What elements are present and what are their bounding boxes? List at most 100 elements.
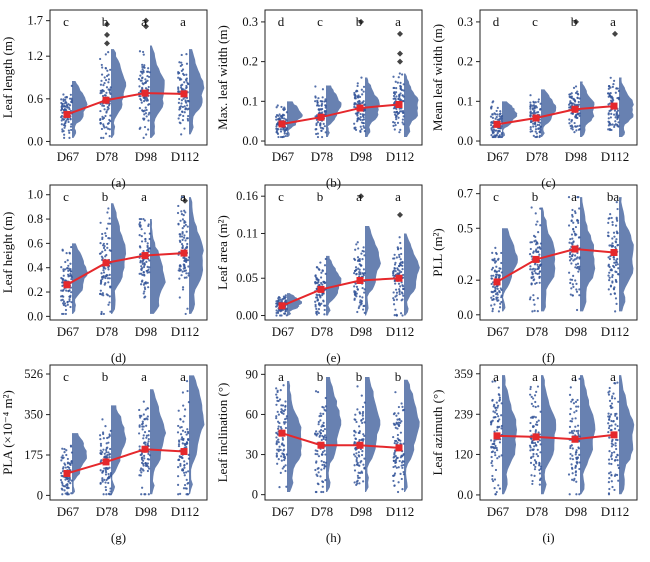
density-shape-D78	[541, 375, 557, 495]
data-point	[534, 235, 537, 238]
data-point	[575, 493, 578, 496]
data-point	[139, 253, 142, 256]
data-point	[143, 431, 147, 434]
data-point	[356, 474, 359, 477]
data-point	[63, 448, 66, 451]
data-point	[615, 259, 618, 262]
data-point	[141, 486, 144, 489]
y-axis-label: Leaf inclination (°)	[215, 383, 230, 483]
data-point	[106, 69, 109, 72]
data-point	[61, 488, 64, 491]
data-point	[609, 76, 612, 79]
data-point	[178, 277, 181, 280]
data-point	[574, 425, 577, 428]
data-point	[108, 434, 111, 437]
data-point	[70, 84, 73, 88]
data-point	[70, 492, 73, 495]
data-point	[354, 413, 357, 416]
data-point	[609, 293, 612, 296]
data-point	[402, 273, 405, 277]
x-tick-label: D98	[350, 149, 372, 164]
density-shape-D112	[404, 379, 420, 492]
panel-caption: (g)	[111, 530, 126, 545]
data-point	[353, 291, 356, 294]
data-point	[277, 450, 280, 453]
data-point	[320, 453, 324, 456]
data-point	[578, 265, 581, 268]
x-tick-label: D98	[350, 324, 372, 339]
data-point	[145, 260, 148, 264]
data-point	[324, 109, 328, 113]
data-point	[278, 486, 281, 489]
data-point	[177, 409, 180, 412]
data-point	[575, 308, 579, 312]
panel-caption: (d)	[111, 350, 126, 365]
data-point	[500, 261, 503, 265]
data-point	[398, 293, 401, 296]
data-point	[102, 83, 105, 87]
data-point	[178, 108, 181, 111]
density-shape-D67	[72, 243, 89, 314]
data-point	[105, 450, 108, 454]
data-point	[359, 461, 362, 464]
data-point	[186, 493, 189, 496]
data-point	[610, 402, 614, 405]
data-point	[493, 430, 496, 433]
data-point	[363, 103, 366, 106]
data-point	[398, 264, 401, 268]
data-point	[67, 129, 71, 132]
data-point	[146, 246, 149, 249]
data-point	[394, 426, 397, 429]
data-point	[99, 109, 102, 113]
data-point	[354, 128, 358, 131]
data-point	[532, 294, 535, 297]
data-point	[539, 224, 542, 227]
x-tick-label: D78	[526, 324, 548, 339]
data-point	[102, 448, 105, 451]
data-point	[138, 221, 142, 224]
data-point	[567, 103, 571, 106]
significance-letter: ba	[607, 189, 620, 204]
data-point	[104, 53, 107, 56]
data-point	[141, 76, 144, 79]
data-point	[500, 120, 503, 123]
data-point	[392, 465, 395, 469]
density-shape-D78	[326, 85, 342, 138]
data-point	[140, 240, 144, 243]
data-point	[185, 245, 189, 248]
data-point	[361, 417, 365, 420]
data-point	[358, 431, 361, 435]
data-point	[534, 405, 537, 409]
data-point	[142, 109, 145, 113]
data-point	[537, 431, 540, 434]
data-point	[617, 114, 620, 117]
data-point	[177, 223, 180, 226]
x-tick-label: D98	[565, 149, 587, 164]
data-point	[104, 481, 107, 484]
data-point	[147, 247, 150, 251]
data-point	[354, 266, 358, 269]
data-point	[145, 108, 148, 112]
data-point	[178, 296, 181, 299]
data-point	[615, 114, 618, 117]
data-point	[577, 405, 580, 408]
data-point	[402, 453, 405, 457]
data-point	[102, 312, 105, 316]
significance-letter: a	[278, 369, 284, 384]
data-point	[491, 478, 494, 481]
data-point	[578, 268, 581, 271]
data-point	[179, 235, 182, 238]
data-point	[319, 276, 323, 279]
data-point	[109, 473, 112, 476]
data-point	[140, 461, 144, 464]
y-tick-label: 239	[454, 407, 473, 421]
data-point	[182, 267, 185, 270]
data-point	[617, 121, 620, 124]
data-point	[180, 425, 183, 429]
data-point	[177, 493, 180, 496]
data-point	[529, 416, 533, 419]
data-point	[571, 458, 575, 461]
data-point	[319, 296, 322, 299]
mean-marker-D112	[180, 249, 188, 257]
plot-frame	[49, 364, 208, 501]
